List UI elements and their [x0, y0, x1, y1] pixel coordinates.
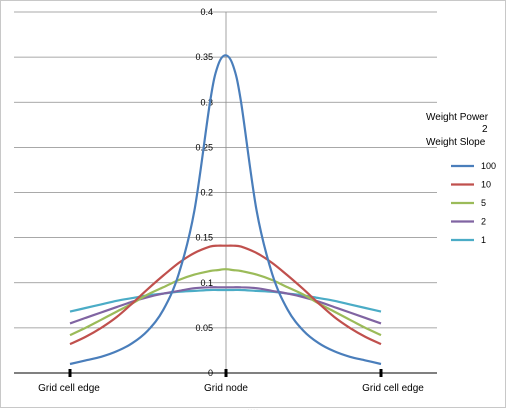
series-lines	[69, 54, 382, 366]
y-tick-label: 0.15	[195, 233, 213, 243]
series-line-5	[69, 268, 382, 337]
series-line-100	[69, 54, 382, 366]
y-tick-label: 0.3	[200, 97, 213, 107]
legend-title-value: 2	[482, 124, 488, 135]
series-line-10	[69, 244, 382, 346]
legend-label-2: 2	[481, 217, 486, 227]
x-axis: Grid cell edge Grid node Grid cell edge	[14, 369, 437, 394]
legend-label-10: 10	[481, 180, 491, 190]
y-tick-label: 0.2	[200, 188, 213, 198]
legend-label-100: 100	[481, 161, 496, 171]
series-line-2	[69, 286, 382, 325]
legend-label-1: 1	[481, 235, 486, 245]
y-tick-label: 0.1	[200, 278, 213, 288]
gridlines	[14, 11, 437, 374]
y-tick-label: 0.05	[195, 323, 213, 333]
legend-title-line1: Weight Power	[426, 112, 489, 123]
series-line-1	[69, 288, 382, 313]
x-category-label: Grid cell edge	[38, 383, 100, 394]
legend-title-line2: Weight Slope	[426, 137, 486, 148]
legend: Weight Power 2 Weight Slope 100 10 5 2 1	[426, 112, 496, 245]
x-category-label: Grid cell edge	[362, 383, 424, 394]
x-category-label: Grid node	[204, 383, 248, 394]
y-tick-label: 0.35	[195, 52, 213, 62]
resize-handle[interactable]: ....	[247, 404, 258, 410]
legend-label-5: 5	[481, 198, 486, 208]
y-tick-label: 0.4	[200, 7, 213, 17]
